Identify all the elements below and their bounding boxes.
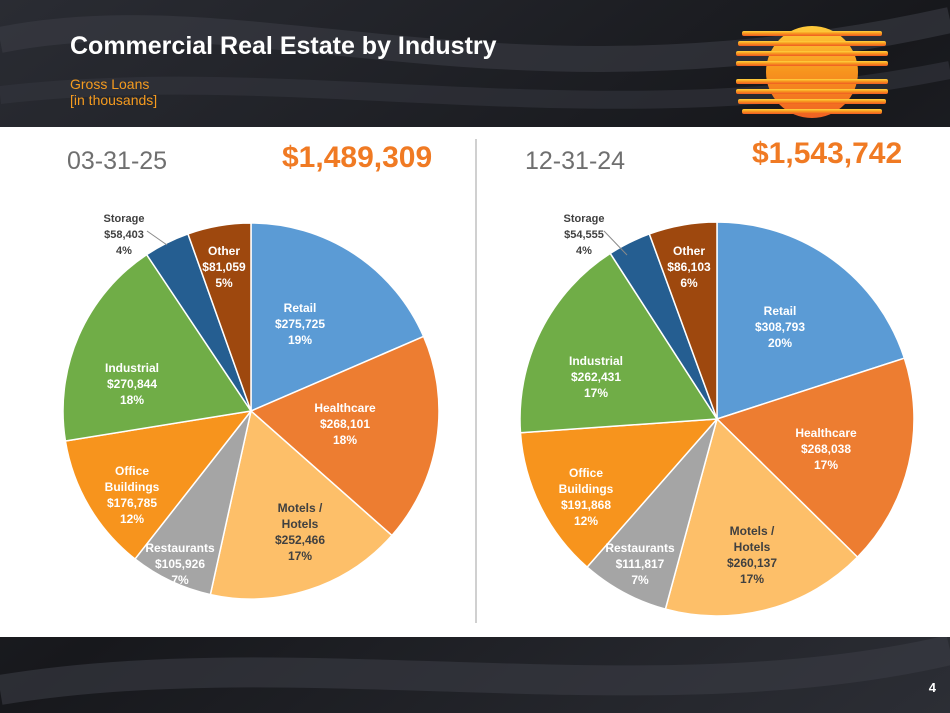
svg-text:Healthcare: Healthcare bbox=[795, 426, 857, 440]
data-label-left-healthcare: Healthcare $268,101 18% bbox=[314, 401, 376, 447]
data-label-left-restaurants: Restaurants $105,926 7% bbox=[145, 541, 215, 587]
subtitle-line-2: [in thousands] bbox=[70, 92, 158, 108]
pie-slice-left-office-buildings bbox=[64, 409, 253, 561]
svg-text:5%: 5% bbox=[215, 276, 233, 290]
charts-panel: 03-31-25 $1,489,309 12-31-24 $1,543,742 … bbox=[0, 127, 950, 637]
data-label-right-restaurants: Restaurants $111,817 7% bbox=[605, 541, 675, 587]
svg-text:Retail: Retail bbox=[284, 301, 317, 315]
svg-text:Restaurants: Restaurants bbox=[145, 541, 215, 555]
pie-slice-left-other bbox=[186, 222, 252, 412]
svg-text:Buildings: Buildings bbox=[105, 480, 160, 494]
svg-text:$111,817: $111,817 bbox=[616, 557, 665, 571]
total-label-right: $1,543,742 bbox=[752, 137, 903, 170]
svg-text:$54,555: $54,555 bbox=[564, 229, 604, 241]
date-label-left: 03-31-25 bbox=[67, 147, 168, 175]
pie-slice-right-other bbox=[648, 221, 718, 420]
svg-text:Hotels: Hotels bbox=[734, 540, 771, 554]
data-label-right-storage: Storage $54,555 4% bbox=[564, 213, 605, 257]
svg-text:12%: 12% bbox=[574, 514, 598, 528]
svg-text:20%: 20% bbox=[768, 336, 792, 350]
svg-text:$268,101: $268,101 bbox=[320, 417, 370, 431]
svg-text:12%: 12% bbox=[120, 512, 144, 526]
svg-text:Industrial: Industrial bbox=[105, 361, 159, 375]
svg-text:$262,431: $262,431 bbox=[571, 370, 621, 384]
svg-text:$252,466: $252,466 bbox=[275, 533, 325, 547]
total-label-left: $1,489,309 bbox=[282, 141, 433, 174]
data-label-right-retail: Retail $308,793 20% bbox=[755, 304, 805, 350]
svg-text:$176,785: $176,785 bbox=[107, 496, 157, 510]
svg-text:18%: 18% bbox=[333, 433, 357, 447]
svg-text:$308,793: $308,793 bbox=[755, 320, 805, 334]
svg-text:Industrial: Industrial bbox=[569, 354, 623, 368]
svg-text:$270,844: $270,844 bbox=[107, 377, 157, 391]
data-label-right-motels-hotels: Motels / Hotels $260,137 17% bbox=[727, 524, 777, 586]
page-number: 4 bbox=[928, 680, 936, 695]
svg-text:Retail: Retail bbox=[764, 304, 797, 318]
data-label-left-retail: Retail $275,725 19% bbox=[275, 301, 325, 347]
svg-text:$275,725: $275,725 bbox=[275, 317, 325, 331]
svg-text:Buildings: Buildings bbox=[559, 482, 614, 496]
pie-slice-right-healthcare bbox=[715, 357, 915, 559]
company-logo bbox=[736, 26, 888, 118]
svg-text:Office: Office bbox=[115, 464, 149, 478]
svg-text:$81,059: $81,059 bbox=[202, 260, 246, 274]
svg-text:18%: 18% bbox=[120, 393, 144, 407]
pie-slice-left-healthcare bbox=[249, 335, 440, 537]
pie-slice-right-motels-hotels bbox=[664, 417, 859, 617]
data-label-right-other: Other $86,103 6% bbox=[667, 244, 711, 290]
svg-text:7%: 7% bbox=[171, 573, 189, 587]
subtitle: Gross Loans [in thousands] bbox=[70, 76, 157, 108]
date-label-right: 12-31-24 bbox=[525, 147, 626, 175]
svg-text:Motels /: Motels / bbox=[730, 524, 775, 538]
data-label-left-industrial: Industrial $270,844 18% bbox=[105, 361, 159, 407]
subtitle-line-1: Gross Loans bbox=[70, 76, 150, 92]
data-label-left-other: Other $81,059 5% bbox=[202, 244, 246, 290]
svg-text:$268,038: $268,038 bbox=[801, 442, 851, 456]
data-label-left-storage: Storage $58,403 4% bbox=[104, 213, 145, 257]
svg-text:Hotels: Hotels bbox=[282, 517, 319, 531]
svg-text:17%: 17% bbox=[814, 458, 838, 472]
slide-title: Commercial Real Estate by Industry bbox=[70, 32, 497, 60]
pie-slice-left-industrial bbox=[62, 253, 253, 442]
svg-text:$58,403: $58,403 bbox=[104, 229, 144, 241]
svg-text:Storage: Storage bbox=[104, 213, 145, 225]
svg-text:Restaurants: Restaurants bbox=[605, 541, 675, 555]
svg-text:Healthcare: Healthcare bbox=[314, 401, 376, 415]
leader-line-left-storage bbox=[146, 230, 168, 246]
pie-slice-right-retail bbox=[716, 221, 906, 421]
pie-slice-left-motels-hotels bbox=[209, 409, 393, 600]
data-label-left-office-buildings: Office Buildings $176,785 12% bbox=[105, 464, 160, 526]
leader-line-right-storage bbox=[603, 230, 628, 256]
svg-text:17%: 17% bbox=[288, 549, 312, 563]
svg-text:$191,868: $191,868 bbox=[561, 498, 611, 512]
data-label-right-industrial: Industrial $262,431 17% bbox=[569, 354, 623, 400]
pie-slice-right-industrial bbox=[519, 252, 719, 434]
svg-text:4%: 4% bbox=[116, 245, 132, 257]
divider bbox=[475, 139, 477, 623]
svg-text:$105,926: $105,926 bbox=[155, 557, 205, 571]
svg-text:Office: Office bbox=[569, 466, 603, 480]
svg-text:Other: Other bbox=[208, 244, 240, 258]
svg-text:6%: 6% bbox=[680, 276, 698, 290]
data-label-right-healthcare: Healthcare $268,038 17% bbox=[795, 426, 857, 472]
data-label-right-office-buildings: Office Buildings $191,868 12% bbox=[559, 466, 614, 528]
svg-text:19%: 19% bbox=[288, 333, 312, 347]
svg-text:Other: Other bbox=[673, 244, 705, 258]
pie-charts: Retail $275,725 19% Healthcare $268,101 18% Mo… bbox=[62, 213, 915, 617]
pie-slice-right-office-buildings bbox=[519, 418, 719, 569]
svg-text:4%: 4% bbox=[576, 245, 592, 257]
svg-text:7%: 7% bbox=[631, 573, 649, 587]
svg-text:$86,103: $86,103 bbox=[667, 260, 711, 274]
data-label-left-motels-hotels: Motels / Hotels $252,466 17% bbox=[275, 501, 325, 563]
svg-text:Motels /: Motels / bbox=[278, 501, 323, 515]
svg-text:$260,137: $260,137 bbox=[727, 556, 777, 570]
pie-slice-left-retail bbox=[250, 222, 425, 413]
svg-text:Storage: Storage bbox=[564, 213, 605, 225]
svg-text:17%: 17% bbox=[584, 386, 608, 400]
svg-text:17%: 17% bbox=[740, 572, 764, 586]
